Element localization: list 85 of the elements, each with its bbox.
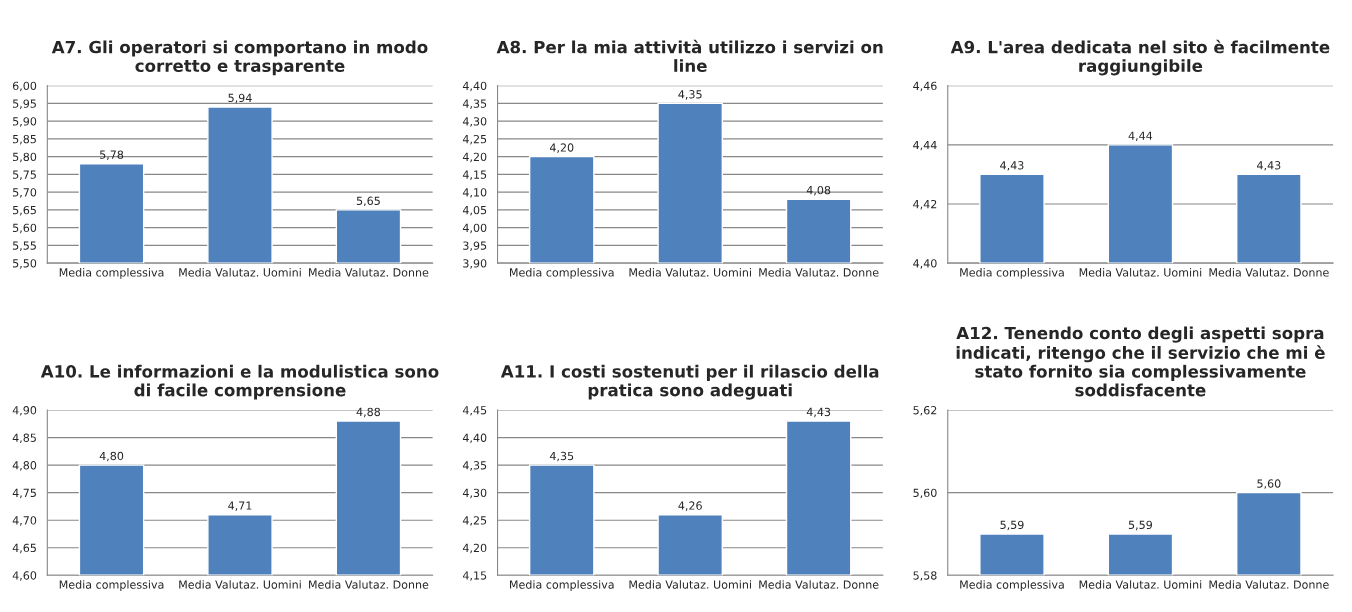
y-tick-label: 4,70 — [12, 516, 37, 526]
x-tick-label: Media Valutaz. Uomini — [629, 268, 751, 277]
data-label: 4,43 — [806, 407, 831, 418]
data-label: 4,26 — [678, 501, 702, 511]
x-tick-label: Media Valutaz. Uomini — [179, 580, 301, 589]
y-tick-label: 5,60 — [13, 223, 37, 234]
y-tick-label: 4,45 — [462, 406, 487, 416]
y-tick-label: 4,60 — [12, 571, 37, 581]
y-tick-label: 4,00 — [462, 223, 487, 234]
y-tick-label: 4,35 — [462, 99, 487, 109]
y-tick-label: 4,15 — [462, 571, 487, 581]
x-tick-label: Media complessiva — [510, 580, 614, 591]
y-tick-label: 4,40 — [913, 259, 937, 269]
y-tick-label: 5,90 — [13, 117, 37, 127]
y-tick-label: 5,60 — [913, 488, 937, 499]
y-tick-label: 5,95 — [13, 99, 36, 109]
y-tick-label: 4,42 — [913, 199, 937, 210]
y-tick-label: 4,80 — [12, 461, 37, 471]
y-tick-label: 5,62 — [913, 406, 937, 416]
data-label: 4,43 — [1000, 161, 1024, 171]
y-tick-label: 3,95 — [463, 241, 487, 251]
chart-title: A12. Tenendo conto degli aspetti sopra indicati, ritengo che il servizio che mi è stato fornito sia complessivamente soddisfacente — [956, 326, 1325, 397]
y-tick-label: 4,25 — [462, 516, 487, 526]
x-tick-label: Media complessiva — [59, 580, 164, 591]
y-tick-label: 4,20 — [462, 152, 487, 163]
data-label: 4,71 — [228, 501, 252, 511]
data-label: 4,35 — [678, 90, 702, 100]
x-tick-label: Media Valutaz. Uomini — [1079, 580, 1202, 589]
y-tick-label: 5,55 — [13, 241, 36, 251]
y-tick-label: 4,10 — [462, 188, 487, 198]
y-tick-label: 4,15 — [462, 170, 487, 180]
data-label: 5,65 — [356, 196, 380, 207]
y-tick-label: 5,70 — [13, 188, 37, 198]
x-tick-label: Media complessiva — [960, 268, 1064, 279]
data-label: 5,78 — [100, 150, 124, 160]
x-tick-label: Media Valutaz. Uomini — [1079, 268, 1202, 277]
y-tick-label: 4,35 — [462, 461, 487, 471]
x-tick-label: Media Valutaz. Donne — [759, 268, 879, 277]
y-tick-label: 4,65 — [12, 543, 36, 554]
chart-title: A11. I costi sostenuti per il rilascio della pratica sono adeguati — [500, 364, 879, 400]
y-tick-label: 4,05 — [462, 205, 487, 216]
y-tick-label: 4,85 — [12, 433, 36, 444]
y-tick-label: 4,40 — [462, 81, 487, 92]
y-tick-label: 3,90 — [463, 259, 487, 269]
data-label: 5,94 — [228, 93, 252, 104]
data-label: 4,35 — [549, 451, 574, 462]
y-tick-label: 5,65 — [13, 205, 36, 216]
y-tick-label: 4,30 — [462, 488, 487, 499]
y-tick-label: 5,50 — [13, 259, 37, 269]
y-tick-label: 4,46 — [913, 81, 937, 92]
y-tick-label: 4,25 — [462, 134, 487, 145]
chart-title: A9. L'area dedicata nel sito è facilmente raggiungibile — [950, 39, 1330, 76]
y-tick-label: 4,90 — [12, 406, 37, 416]
y-tick-label: 4,40 — [462, 433, 487, 444]
x-tick-label: Media complessiva — [59, 268, 164, 279]
chart-title: A7. Gli operatori si comportano in modo corretto e trasparente — [51, 40, 428, 76]
y-tick-label: 4,75 — [12, 488, 36, 499]
y-tick-label: 4,20 — [462, 543, 487, 554]
data-label: 4,80 — [99, 451, 124, 462]
chart-title: A10. Le informazioni e la modulistica sono di facile comprensione — [40, 364, 439, 400]
y-tick-label: 6,00 — [12, 81, 37, 92]
y-tick-label: 5,58 — [913, 571, 937, 581]
chart-title: A8. Per la mia attività utilizzo i servizi on line — [496, 39, 883, 73]
y-tick-label: 5,85 — [13, 134, 36, 145]
x-tick-label: Media Valutaz. Donne — [759, 580, 879, 589]
x-tick-label: Media Valutaz. Donne — [1209, 268, 1329, 277]
y-tick-label: 4,30 — [462, 117, 487, 127]
data-label: 5,59 — [1128, 520, 1152, 531]
data-label: 4,20 — [549, 143, 574, 153]
y-tick-label: 4,44 — [913, 140, 937, 151]
x-tick-label: Media Valutaz. Uomini — [179, 268, 301, 277]
data-label: 5,59 — [1000, 520, 1024, 531]
x-tick-label: Media complessiva — [510, 268, 614, 279]
x-tick-label: Media Valutaz. Donne — [1209, 580, 1329, 589]
y-tick-label: 5,75 — [13, 170, 36, 180]
y-tick-label: 5,80 — [13, 152, 37, 163]
x-tick-label: Media Valutaz. Donne — [309, 580, 429, 589]
data-label: 4,08 — [806, 185, 831, 196]
data-label: 4,88 — [356, 407, 381, 418]
x-tick-label: Media Valutaz. Uomini — [629, 580, 751, 589]
data-label: 4,44 — [1128, 131, 1153, 142]
x-tick-label: Media complessiva — [960, 580, 1064, 591]
x-tick-label: Media Valutaz. Donne — [309, 268, 429, 277]
data-label: 4,43 — [1257, 161, 1281, 171]
data-label: 5,60 — [1257, 479, 1281, 489]
